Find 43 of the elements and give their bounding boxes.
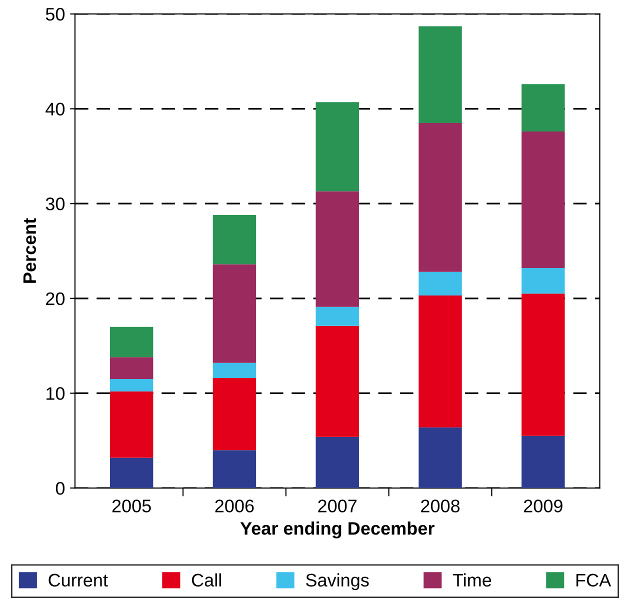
x-tick-label: 2008	[421, 500, 460, 512]
bar	[212, 378, 256, 450]
bar	[110, 378, 154, 392]
y-tick-label: 50	[46, 8, 65, 21]
y-axis-title: Percent	[23, 218, 36, 283]
legend-label: Current	[48, 574, 108, 587]
x-tick-label: 2007	[318, 500, 357, 512]
bar	[522, 294, 565, 436]
bar	[418, 296, 462, 428]
bar	[316, 102, 359, 192]
bar	[522, 268, 565, 294]
legend-label: FCA	[576, 574, 612, 587]
bar	[212, 214, 256, 264]
y-tick-label: 10	[46, 387, 65, 400]
bar	[522, 84, 565, 132]
legend-label: Time	[452, 573, 492, 587]
bar	[522, 132, 565, 268]
bar	[316, 326, 359, 437]
x-tick-label: 2009	[524, 500, 562, 512]
bar	[316, 191, 359, 307]
x-tick-label: 2006	[215, 500, 254, 512]
bar	[212, 362, 256, 378]
bar	[522, 436, 565, 488]
bar	[212, 450, 256, 488]
bar	[418, 26, 462, 123]
bar	[110, 357, 154, 379]
bar	[418, 272, 462, 296]
bar	[110, 326, 154, 358]
legend-label: Savings	[306, 573, 369, 590]
x-tick-label: 2005	[112, 500, 151, 512]
bar	[212, 264, 256, 363]
legend-label: Call	[192, 573, 221, 587]
bar	[316, 436, 359, 488]
y-tick-label: 40	[46, 102, 65, 116]
bar	[418, 427, 462, 488]
y-tick-label: 30	[46, 198, 65, 210]
y-tick-label: 0	[56, 482, 65, 495]
bar	[110, 458, 154, 488]
bar	[418, 122, 462, 272]
bar	[316, 306, 359, 326]
bar	[110, 391, 154, 458]
x-axis-title: Year ending December	[240, 522, 434, 538]
y-tick-label: 20	[46, 292, 65, 306]
